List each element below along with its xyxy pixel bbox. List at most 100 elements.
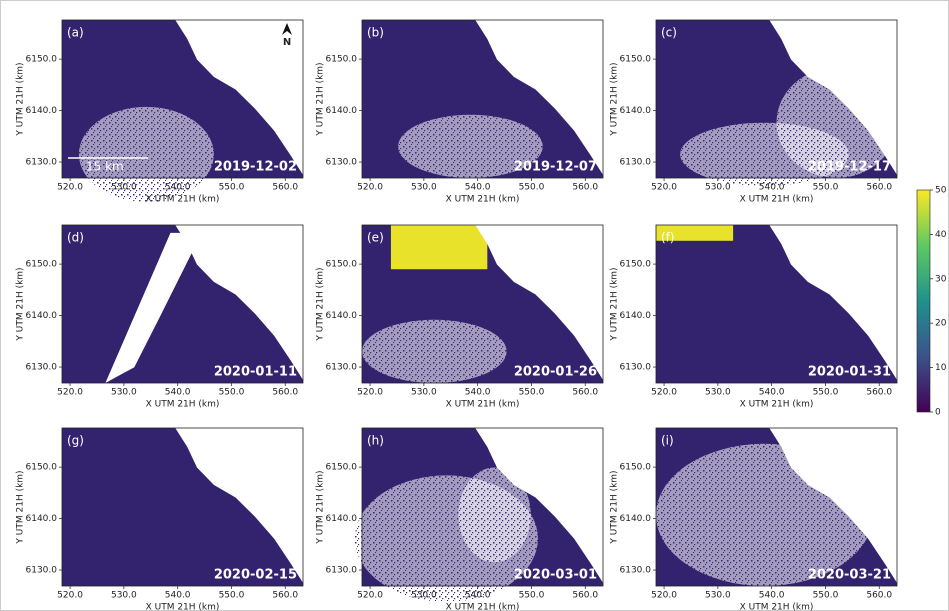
x-tick-label: 530.0	[111, 388, 137, 398]
x-tick-label: 560.0	[272, 591, 298, 601]
x-axis-label: X UTM 21H (km)	[446, 400, 520, 410]
y-axis-label: Y UTM 21H (km)	[610, 267, 620, 341]
y-tick-label: 6150.0	[620, 260, 652, 270]
x-tick-label: 560.0	[572, 591, 598, 601]
colorbar	[917, 190, 930, 412]
high-region	[391, 225, 487, 269]
panel-label: (b)	[367, 26, 384, 40]
y-tick-label: 6150.0	[26, 260, 58, 270]
panel-label: (g)	[67, 434, 84, 448]
y-axis-label: Y UTM 21H (km)	[316, 267, 326, 341]
y-tick-label: 6140.0	[620, 106, 652, 116]
x-tick-label: 560.0	[572, 183, 598, 193]
x-tick-label: 520.0	[57, 591, 83, 601]
y-tick-label: 6130.0	[326, 363, 358, 373]
colorbar-tick-label: 10	[935, 363, 947, 373]
y-axis-label: Y UTM 21H (km)	[16, 267, 26, 341]
y-tick-label: 6140.0	[326, 106, 358, 116]
date-label: 2020-03-01	[514, 568, 597, 583]
y-tick-label: 6150.0	[26, 463, 58, 473]
x-axis-label: X UTM 21H (km)	[146, 603, 220, 611]
x-tick-label: 520.0	[57, 388, 83, 398]
x-axis-label: X UTM 21H (km)	[146, 400, 220, 410]
panel-label: (i)	[661, 434, 674, 448]
cloud-speckle	[79, 107, 214, 202]
x-axis-label: X UTM 21H (km)	[740, 603, 814, 611]
x-tick-label: 530.0	[411, 183, 437, 193]
date-label: 2020-01-26	[514, 365, 597, 380]
x-tick-label: 530.0	[411, 591, 437, 601]
cloud-speckle	[362, 320, 507, 383]
map-panel: (e)2020-01-26520.0530.0540.0550.0560.061…	[316, 225, 604, 410]
x-tick-label: 550.0	[219, 183, 245, 193]
x-tick-label: 540.0	[759, 591, 785, 601]
x-tick-label: 530.0	[705, 388, 731, 398]
y-tick-label: 6150.0	[326, 463, 358, 473]
x-tick-label: 530.0	[111, 183, 137, 193]
date-label: 2020-01-31	[808, 365, 891, 380]
x-tick-label: 530.0	[705, 183, 731, 193]
x-tick-label: 530.0	[111, 591, 137, 601]
x-tick-label: 540.0	[165, 591, 191, 601]
x-axis-label: X UTM 21H (km)	[740, 195, 814, 205]
x-tick-label: 560.0	[866, 591, 892, 601]
x-tick-label: 540.0	[759, 388, 785, 398]
map-panel: (a)2019-12-0215 kmN520.0530.0540.0550.05…	[16, 20, 304, 205]
y-axis-label: Y UTM 21H (km)	[610, 62, 620, 136]
x-tick-label: 550.0	[813, 183, 839, 193]
date-label: 2020-02-15	[214, 568, 297, 583]
y-axis-label: Y UTM 21H (km)	[316, 62, 326, 136]
x-tick-label: 550.0	[219, 591, 245, 601]
panel-label: (a)	[67, 26, 84, 40]
scale-label: 15 km	[86, 160, 124, 174]
x-tick-label: 530.0	[705, 591, 731, 601]
y-tick-label: 6150.0	[620, 463, 652, 473]
x-axis-label: X UTM 21H (km)	[446, 195, 520, 205]
colorbar-tick-label: 50	[935, 186, 947, 196]
date-label: 2020-03-21	[808, 568, 891, 583]
y-axis-label: Y UTM 21H (km)	[316, 470, 326, 544]
x-tick-label: 560.0	[272, 183, 298, 193]
map-panel: (b)2019-12-07520.0530.0540.0550.0560.061…	[316, 20, 604, 205]
y-tick-label: 6140.0	[26, 514, 58, 524]
y-tick-label: 6140.0	[326, 311, 358, 321]
colorbar-tick-label: 20	[935, 319, 947, 329]
date-label: 2020-01-11	[214, 365, 297, 380]
y-tick-label: 6130.0	[620, 363, 652, 373]
x-tick-label: 530.0	[411, 388, 437, 398]
x-tick-label: 520.0	[651, 183, 677, 193]
x-tick-label: 520.0	[651, 591, 677, 601]
panel-label: (e)	[367, 231, 384, 245]
y-tick-label: 6130.0	[26, 158, 58, 168]
colorbar-tick-label: 40	[935, 230, 947, 240]
x-tick-label: 540.0	[465, 183, 491, 193]
x-tick-label: 550.0	[519, 388, 545, 398]
x-axis-label: X UTM 21H (km)	[740, 400, 814, 410]
x-tick-label: 520.0	[57, 183, 83, 193]
date-label: 2019-12-07	[514, 160, 597, 175]
y-tick-label: 6130.0	[620, 566, 652, 576]
y-tick-label: 6150.0	[326, 55, 358, 65]
x-tick-label: 540.0	[759, 183, 785, 193]
x-tick-label: 540.0	[165, 183, 191, 193]
panel-label: (d)	[67, 231, 84, 245]
x-tick-label: 520.0	[357, 388, 383, 398]
date-label: 2019-12-02	[214, 160, 297, 175]
y-tick-label: 6130.0	[326, 158, 358, 168]
y-tick-label: 6150.0	[26, 55, 58, 65]
x-tick-label: 520.0	[357, 591, 383, 601]
map-panel: (c) 2019-12-17 520.0 530.0 540.0 550.0 560.0 61…	[610, 20, 898, 205]
x-tick-label: 540.0	[465, 388, 491, 398]
x-tick-label: 560.0	[866, 183, 892, 193]
x-axis-label: X UTM 21H (km)	[146, 195, 220, 205]
panel-label: (c)	[661, 26, 677, 40]
y-tick-label: 6130.0	[326, 566, 358, 576]
date-label: 2019-12-17	[808, 160, 891, 175]
map-panel: (g) 2020-02-15 520.0 530.0 540.0 550.0 560.0 61…	[16, 428, 304, 611]
y-axis-label: Y UTM 21H (km)	[610, 470, 620, 544]
colorbar-tick-label: 30	[935, 274, 947, 284]
y-tick-label: 6140.0	[620, 514, 652, 524]
